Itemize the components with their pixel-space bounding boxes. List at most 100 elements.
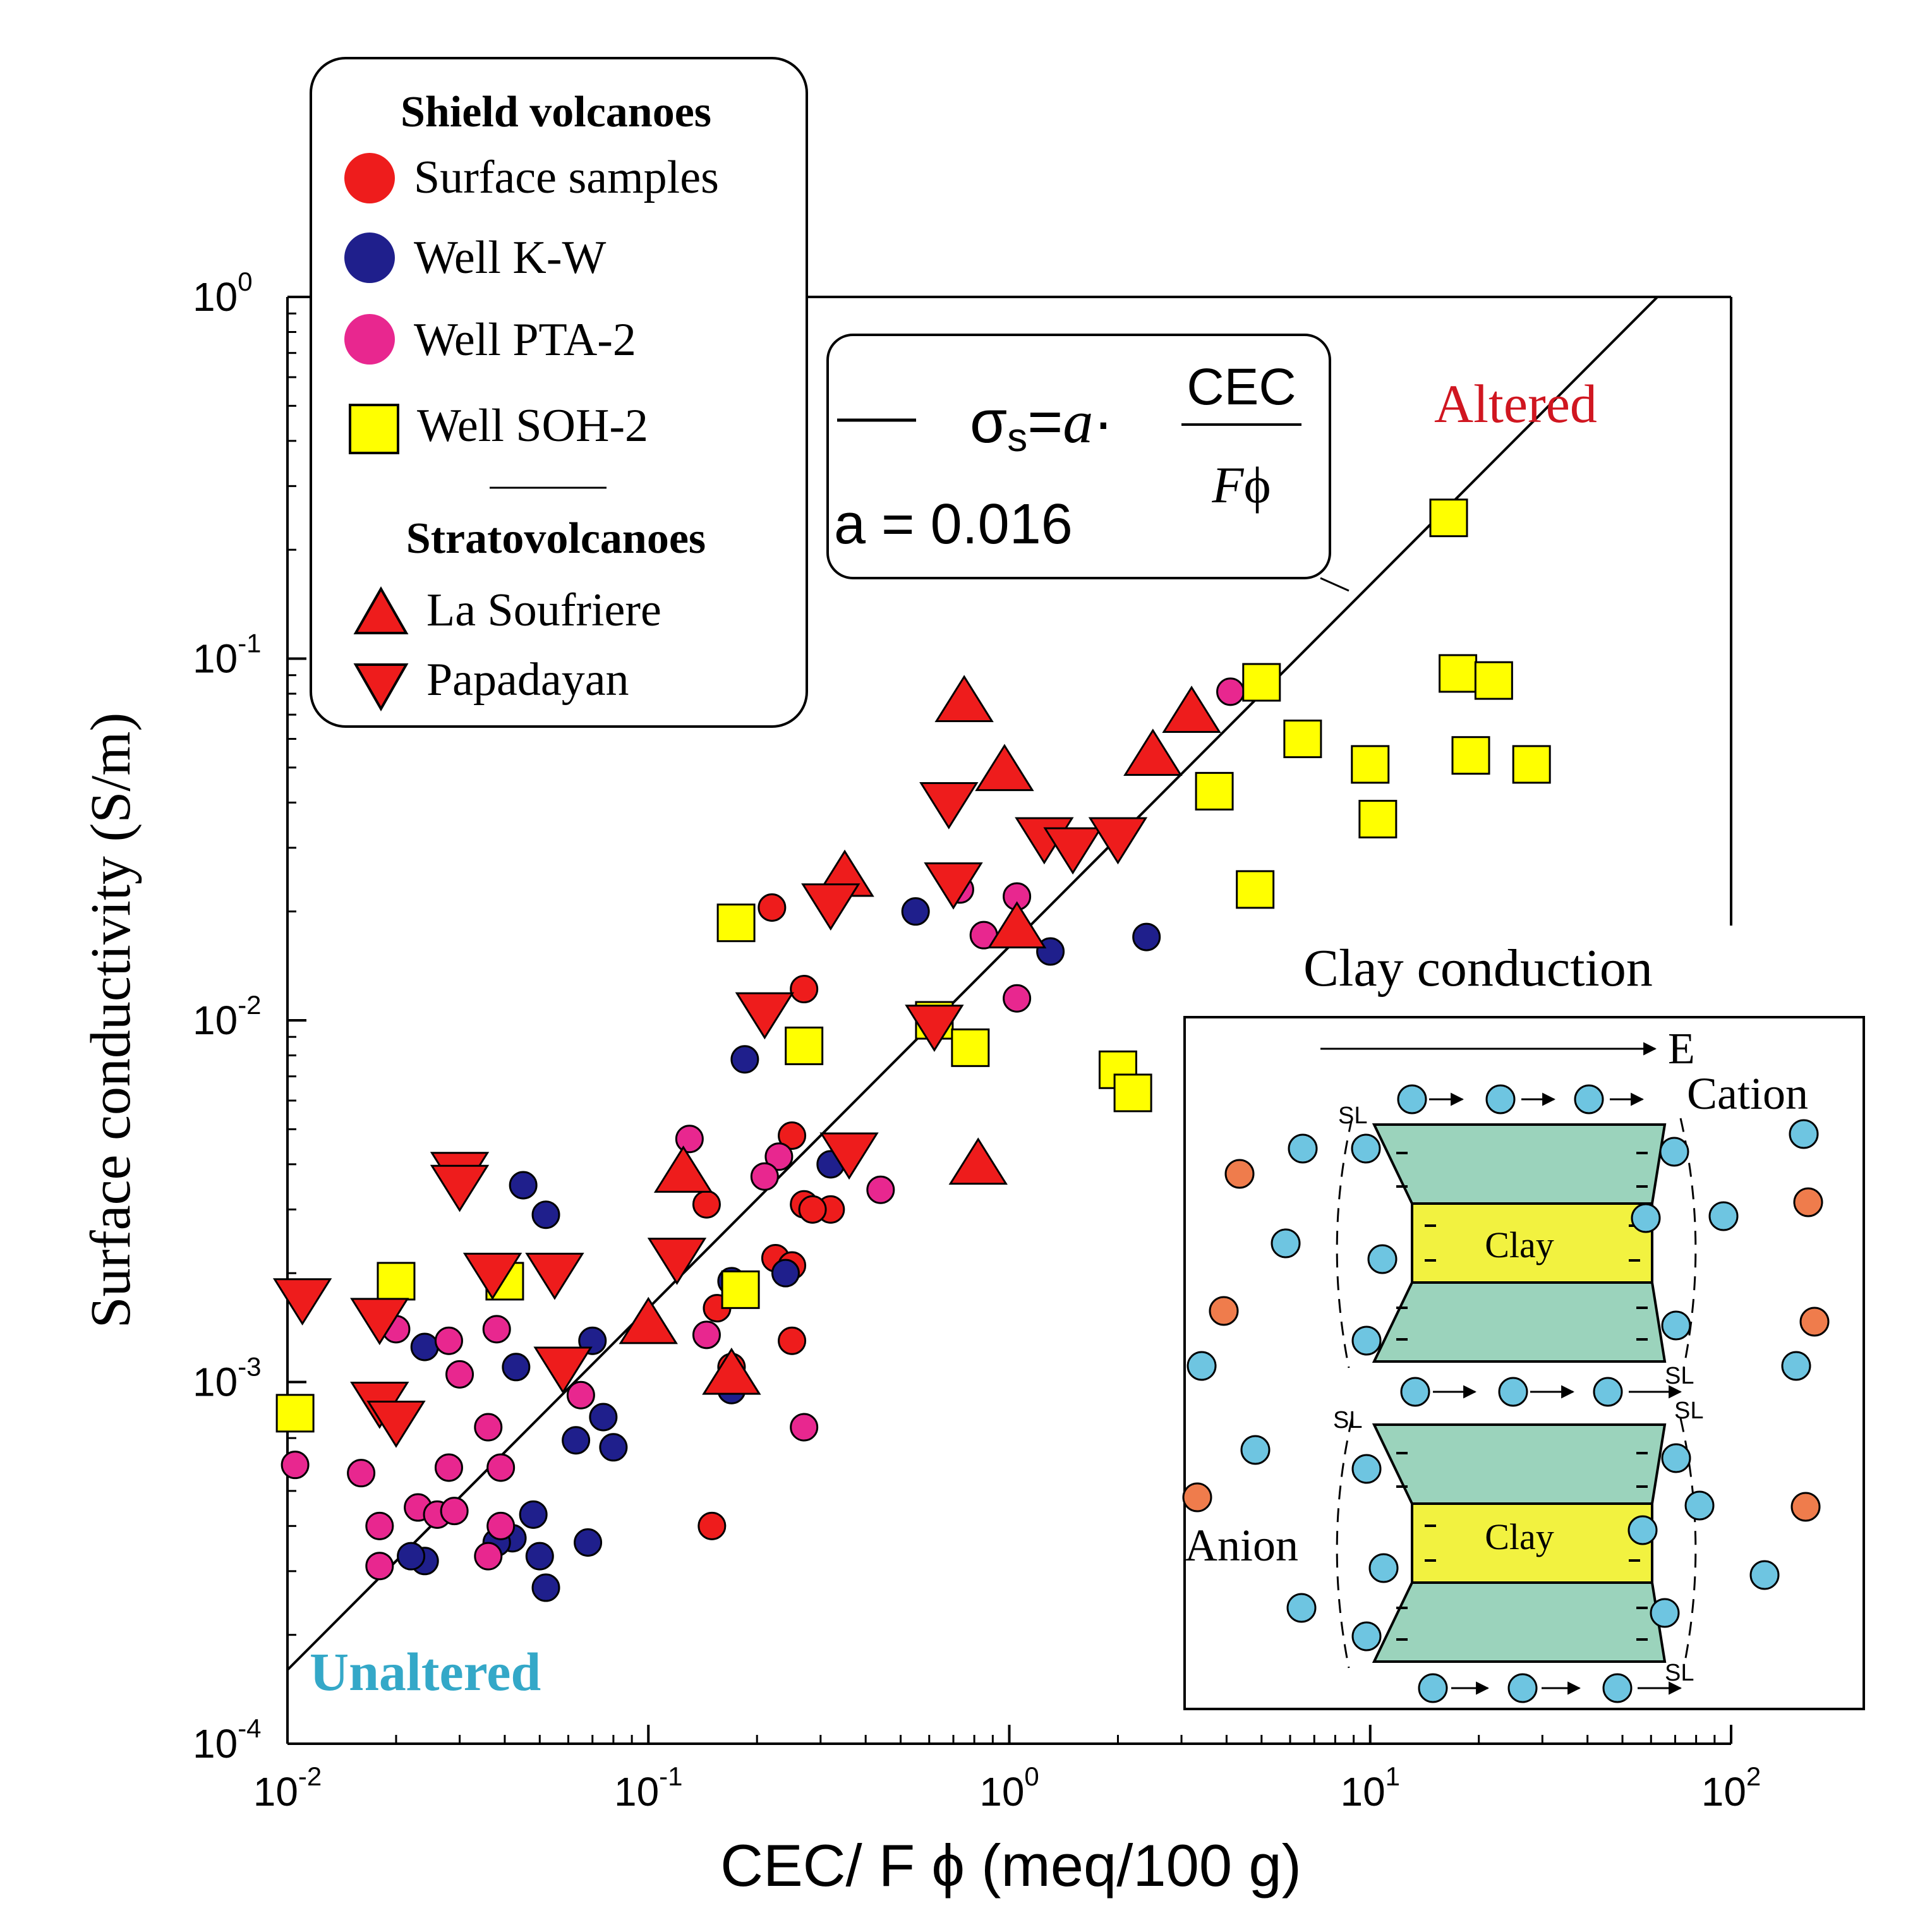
point-la-soufriere xyxy=(702,1347,761,1395)
point-well-pta-2 xyxy=(486,1511,516,1540)
y-axis-label: Surface conductivity (S/m) xyxy=(80,713,142,1329)
cation-ion xyxy=(1684,1490,1715,1521)
cation-ion xyxy=(1789,1119,1819,1149)
cation-flow-arrows xyxy=(1429,1092,1682,1695)
x-tick-label: 101 xyxy=(1340,1761,1400,1814)
cation-ion xyxy=(1186,1351,1217,1381)
point-papadayan xyxy=(819,1132,879,1180)
cation-ion xyxy=(1661,1443,1691,1473)
axis-ticks: 10-2 10-1 100 101 102 10-4 10-3 10-2 10-1 100 xyxy=(193,267,1761,1814)
cation-ion xyxy=(1286,1593,1317,1623)
cation-ion xyxy=(1351,1133,1381,1164)
point-papadayan xyxy=(1088,817,1148,865)
point-surface-samples xyxy=(778,1121,807,1150)
point-well-soh-2 xyxy=(1283,720,1322,759)
point-surface-samples xyxy=(798,1195,827,1224)
point-well-k-w xyxy=(771,1259,800,1288)
point-papadayan xyxy=(430,1164,490,1212)
inset-anion-label: Anion xyxy=(1185,1520,1298,1571)
point-well-pta-2 xyxy=(482,1315,511,1344)
point-well-pta-2 xyxy=(764,1142,794,1171)
point-la-soufriere xyxy=(934,675,994,723)
data-points xyxy=(272,498,1551,1602)
point-papadayan xyxy=(272,1278,332,1325)
equation-box: σs=a· CEC Fϕ a = 0.016 xyxy=(826,334,1349,592)
point-well-soh-2 xyxy=(721,1270,760,1309)
point-well-pta-2 xyxy=(474,1542,503,1571)
cation-ion xyxy=(1367,1244,1398,1274)
cation-ion xyxy=(1631,1203,1661,1233)
point-surface-samples xyxy=(692,1190,721,1219)
legend-group-strato: Stratovolcanoes xyxy=(406,514,706,563)
point-papadayan xyxy=(1043,827,1102,875)
ions xyxy=(1182,1084,1830,1703)
point-well-pta-2 xyxy=(365,1511,394,1540)
point-well-k-w xyxy=(562,1426,591,1455)
point-well-k-w xyxy=(574,1528,603,1557)
point-papadayan xyxy=(735,992,795,1040)
point-well-pta-2 xyxy=(1216,677,1245,706)
point-well-soh-2 xyxy=(1474,661,1513,700)
stern-label-2: SL xyxy=(1665,1363,1694,1389)
inset-field-label: E xyxy=(1668,1025,1695,1073)
stern-label-5: SL xyxy=(1665,1660,1694,1686)
point-well-k-w xyxy=(410,1332,439,1361)
legend-marker-papadayan xyxy=(353,663,409,712)
point-la-soufriere xyxy=(975,744,1034,792)
point-well-soh-2 xyxy=(275,1394,315,1433)
stern-label-3: SL xyxy=(1674,1398,1703,1424)
anion-ion xyxy=(1209,1296,1239,1326)
cation-ion xyxy=(1240,1435,1271,1465)
point-well-pta-2 xyxy=(365,1552,394,1581)
legend-label-soh2: Well SOH-2 xyxy=(417,400,648,452)
point-surface-samples xyxy=(758,893,787,922)
legend-marker-kw xyxy=(344,232,395,283)
y-tick-label: 100 xyxy=(193,267,253,320)
x-tick-label: 100 xyxy=(979,1761,1039,1814)
legend-marker-pta2 xyxy=(344,314,395,365)
point-papadayan xyxy=(647,1238,707,1285)
cation-ion xyxy=(1271,1228,1301,1259)
cation-ion xyxy=(1351,1621,1382,1651)
stern-label-1: SL xyxy=(1338,1102,1367,1129)
point-well-soh-2 xyxy=(1236,870,1275,909)
anion-ion xyxy=(1224,1159,1255,1189)
point-well-soh-2 xyxy=(951,1028,990,1067)
equation-lhs: σs=a· xyxy=(970,388,1113,460)
point-well-k-w xyxy=(599,1433,628,1462)
point-well-soh-2 xyxy=(1242,663,1281,702)
legend-label-pta2: Well PTA-2 xyxy=(414,314,636,366)
fit-line-path xyxy=(286,296,1658,1671)
cation-ion xyxy=(1602,1673,1633,1703)
point-well-soh-2 xyxy=(377,1262,416,1301)
clay-core-lower xyxy=(1411,1502,1653,1584)
x-tick-label: 10-1 xyxy=(614,1761,683,1814)
cation-ion xyxy=(1593,1377,1623,1407)
fit-line xyxy=(286,296,1658,1671)
equation-a-value: a = 0.016 xyxy=(834,493,1073,556)
point-well-pta-2 xyxy=(750,1162,779,1191)
point-well-soh-2 xyxy=(1351,745,1390,784)
point-well-soh-2 xyxy=(1451,736,1490,775)
point-well-k-w xyxy=(531,1573,560,1602)
point-well-pta-2 xyxy=(434,1326,463,1355)
annotation-unaltered: Unaltered xyxy=(310,1641,541,1702)
point-well-k-w xyxy=(525,1542,554,1571)
stern-label-4: SL xyxy=(1333,1407,1362,1434)
point-well-soh-2 xyxy=(785,1026,824,1065)
point-well-pta-2 xyxy=(566,1380,595,1410)
cation-ion xyxy=(1397,1084,1427,1114)
equation-denominator: Fϕ xyxy=(1211,456,1271,514)
clay-layer-top-lower xyxy=(1372,1423,1667,1505)
point-well-soh-2 xyxy=(1195,771,1234,811)
point-surface-samples xyxy=(697,1511,727,1540)
point-papadayan xyxy=(462,1252,522,1300)
point-well-pta-2 xyxy=(486,1453,516,1482)
point-papadayan xyxy=(919,782,979,830)
clay-label-upper: Clay xyxy=(1485,1224,1554,1265)
inset-title: Clay conduction xyxy=(1303,939,1653,998)
y-tick-label: 10-4 xyxy=(193,1713,262,1766)
cation-ion xyxy=(1507,1673,1538,1703)
point-well-soh-2 xyxy=(1439,654,1478,693)
